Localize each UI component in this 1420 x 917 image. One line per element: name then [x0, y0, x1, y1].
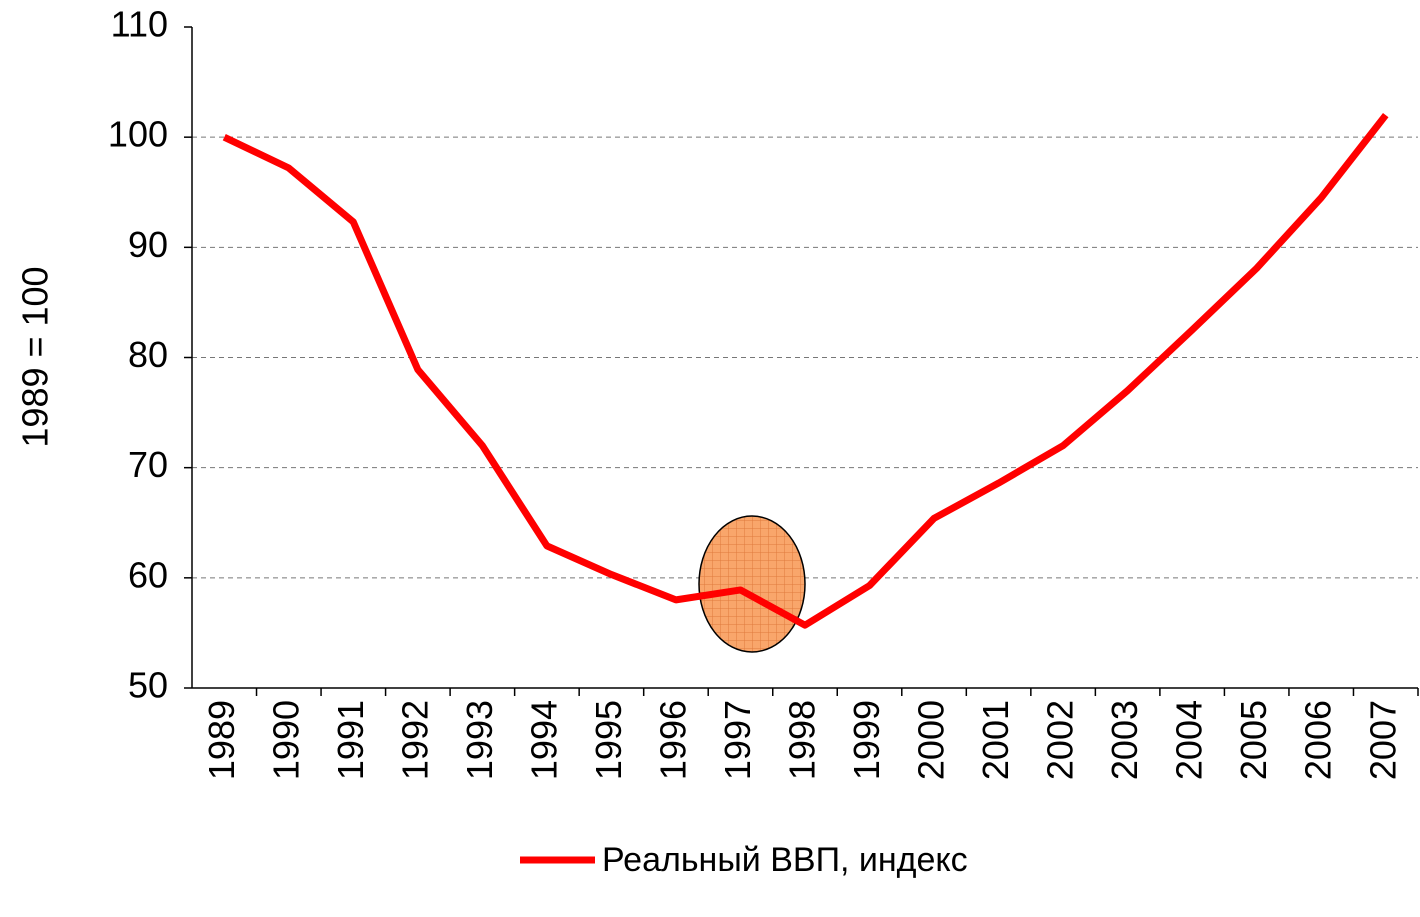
x-tick-label: 2004 [1169, 700, 1210, 780]
x-tick-label: 2000 [911, 700, 952, 780]
x-tick-label: 1997 [717, 700, 758, 780]
x-tick-label: 1990 [265, 700, 306, 780]
x-tick-label: 1996 [652, 700, 693, 780]
x-tick-label: 1995 [588, 700, 629, 780]
y-tick-label: 70 [128, 444, 168, 485]
x-tick-label: 1992 [394, 700, 435, 780]
x-tick-label: 2002 [1040, 700, 1081, 780]
x-tick-label: 2003 [1104, 700, 1145, 780]
y-tick-label: 80 [128, 334, 168, 375]
x-tick-label: 2006 [1298, 700, 1339, 780]
y-tick-label: 90 [128, 224, 168, 265]
y-tick-label: 100 [108, 114, 168, 155]
y-tick-label: 60 [128, 554, 168, 595]
x-tick-label: 1994 [523, 700, 564, 780]
y-tick-label: 110 [111, 4, 168, 45]
x-tick-label: 2005 [1233, 700, 1274, 780]
x-tick-label: 1989 [201, 700, 242, 780]
highlight-ellipse [698, 515, 806, 653]
x-tick-label: 1993 [459, 700, 500, 780]
y-tick-label: 50 [128, 665, 168, 706]
x-tick-label: 1999 [846, 700, 887, 780]
y-axis-label: 1989 = 100 [15, 266, 56, 447]
line-series [222, 112, 1389, 629]
x-tick-label: 1998 [782, 700, 823, 780]
x-tick-label: 2001 [975, 700, 1016, 780]
legend-label: Реальный ВВП, индекс [602, 841, 968, 879]
x-tick-label: 1991 [330, 700, 371, 780]
x-tick-label: 2007 [1362, 700, 1403, 780]
